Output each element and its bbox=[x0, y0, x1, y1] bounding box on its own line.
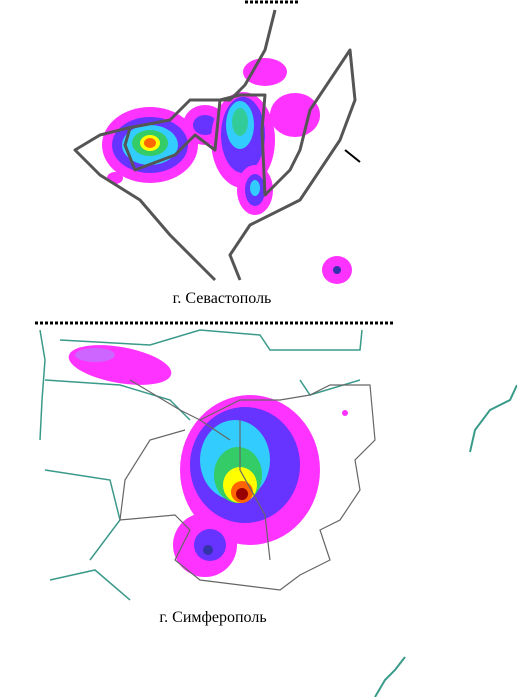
sevastopol-map bbox=[70, 8, 362, 285]
boundary-fragment bbox=[374, 656, 406, 697]
simferopol-map bbox=[39, 329, 376, 601]
map-caption: г. Севастополь bbox=[173, 290, 272, 307]
boundary-fragment bbox=[469, 384, 517, 453]
map-caption: г. Симферополь bbox=[159, 609, 266, 626]
